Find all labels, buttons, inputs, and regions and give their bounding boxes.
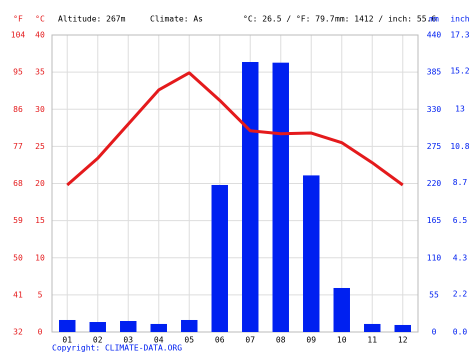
x-tick-label: 08 [276, 336, 286, 345]
tick-label: 15 [35, 216, 45, 225]
bar [333, 287, 350, 332]
bar [272, 62, 289, 333]
tick-label: 10.8 [450, 142, 469, 151]
tick-label: 41 [13, 290, 23, 299]
copyright: Copyright: CLIMATE-DATA.ORG [52, 344, 182, 353]
tick-label: 385 [427, 68, 442, 77]
tick-label: 13 [455, 104, 465, 113]
x-tick-label: 05 [184, 336, 194, 345]
bar [211, 184, 228, 332]
x-tick-label: 01 [62, 336, 72, 345]
bar [59, 319, 76, 332]
tick-label: 59 [13, 216, 23, 225]
bar [242, 62, 259, 332]
tick-label: 4.3 [453, 254, 468, 263]
tick-label: 6.5 [453, 216, 468, 225]
tick-label: 440 [427, 31, 442, 40]
tick-label: 86 [13, 105, 23, 114]
tick-label: 330 [427, 105, 442, 114]
tick-label: 8.7 [453, 178, 468, 187]
f-unit: °F [13, 15, 23, 24]
tick-label: 25 [35, 142, 45, 151]
tick-label: 0 [38, 328, 43, 337]
bar [364, 323, 381, 332]
x-tick-label: 11 [367, 336, 377, 345]
climate: Climate: As [150, 15, 203, 24]
bar [303, 175, 320, 332]
altitude: Altitude: 267m [58, 15, 126, 24]
tick-label: 2.2 [453, 290, 468, 299]
x-tick-label: 03 [123, 336, 133, 345]
inch-unit: inch [450, 15, 469, 24]
x-tick-label: 02 [93, 336, 103, 345]
mm-unit: mm [429, 15, 439, 24]
tick-label: 275 [427, 142, 442, 151]
tick-label: 68 [13, 179, 23, 188]
tick-label: 110 [427, 253, 442, 262]
x-tick-label: 09 [306, 336, 316, 345]
tick-label: 0.0 [453, 328, 468, 337]
temp-mean: °C: 26.5 / °F: 79.7 [243, 15, 335, 24]
tick-label: 15.2 [450, 67, 469, 76]
line [66, 71, 404, 187]
tick-label: 50 [13, 253, 23, 262]
tick-label: 77 [13, 142, 23, 151]
plot-frame [51, 34, 419, 333]
bar [181, 319, 198, 332]
bar [150, 323, 167, 332]
x-tick-label: 04 [154, 336, 164, 345]
tick-label: 40 [35, 31, 45, 40]
tick-label: 10 [35, 253, 45, 262]
x-tick-label: 06 [215, 336, 225, 345]
tick-label: 95 [13, 68, 23, 77]
tick-label: 35 [35, 68, 45, 77]
tick-label: 0 [432, 328, 437, 337]
tick-label: 165 [427, 216, 442, 225]
tick-label: 17.3 [450, 31, 469, 40]
tick-label: 32 [13, 328, 23, 337]
tick-label: 55 [429, 290, 439, 299]
tick-label: 20 [35, 179, 45, 188]
bar [394, 324, 411, 332]
x-tick-label: 12 [398, 336, 408, 345]
tick-label: 104 [11, 31, 26, 40]
tick-label: 220 [427, 179, 442, 188]
tick-label: 5 [38, 290, 43, 299]
tick-label: 30 [35, 105, 45, 114]
precip-total: mm: 1412 / inch: 55.6 [335, 15, 436, 24]
bar [89, 322, 106, 332]
c-unit: °C [35, 15, 45, 24]
x-tick-label: 07 [245, 336, 255, 345]
bar [120, 320, 137, 332]
x-tick-label: 10 [337, 336, 347, 345]
